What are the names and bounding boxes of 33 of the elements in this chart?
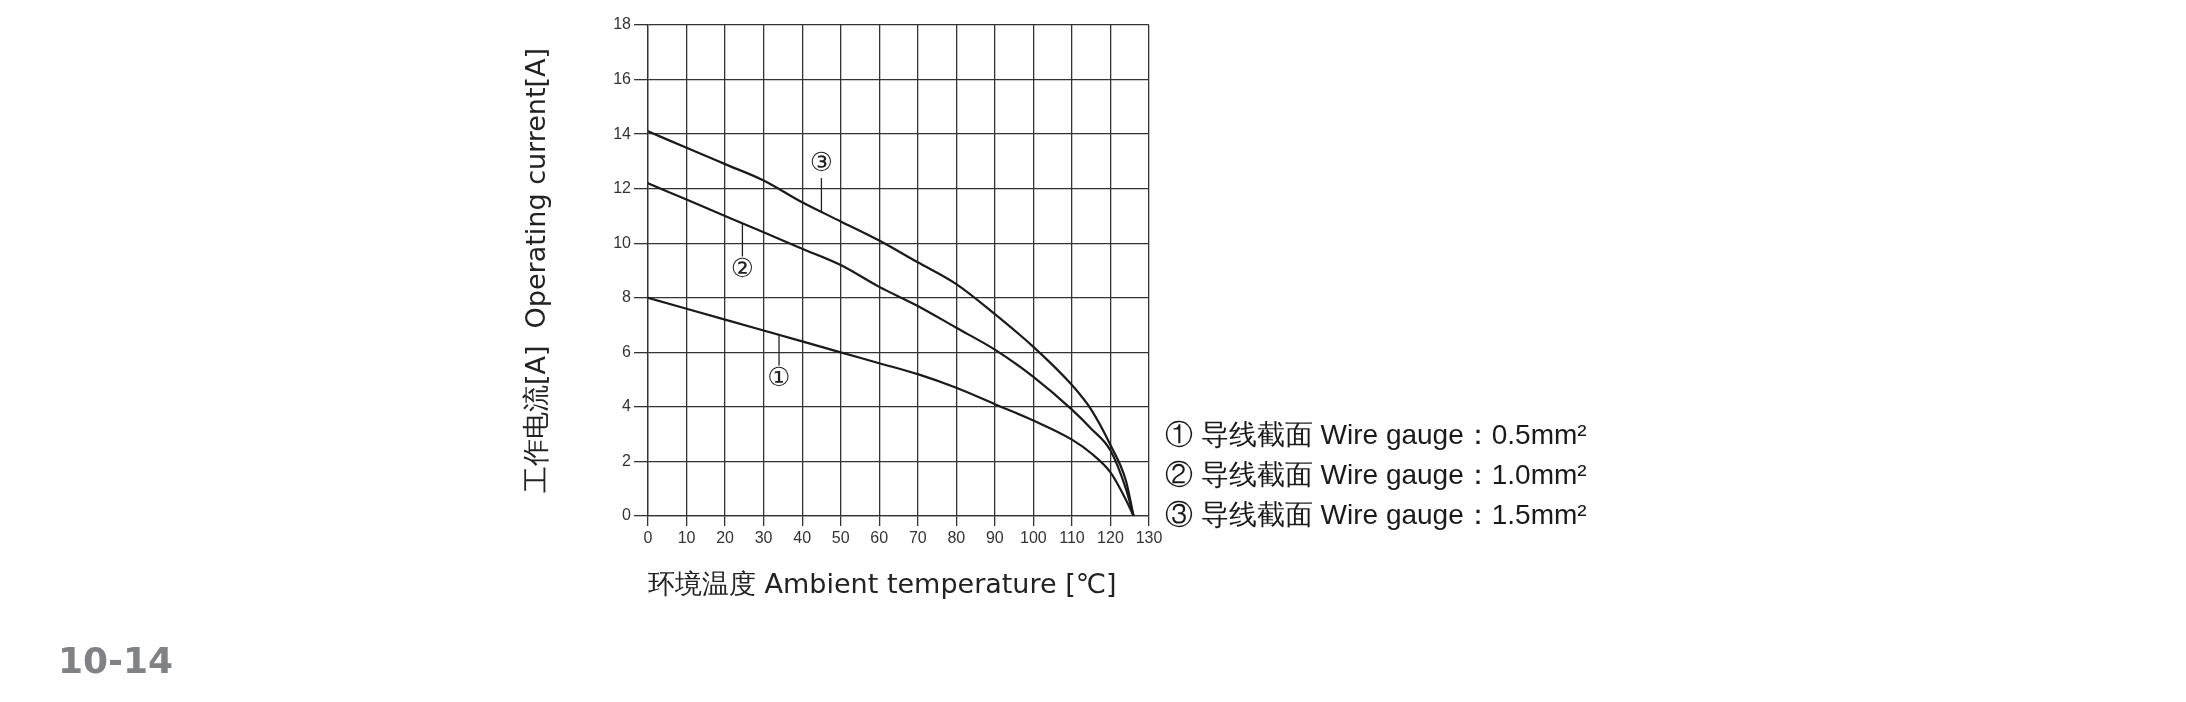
- y-tick-label: 0: [622, 506, 632, 524]
- x-tick-label: 50: [831, 529, 850, 547]
- x-tick-label: 120: [1097, 529, 1124, 547]
- x-tick-label: 60: [870, 529, 889, 547]
- x-tick-label: 30: [754, 529, 773, 547]
- x-axis-title: 环境温度 Ambient temperature [℃]: [648, 567, 1117, 599]
- x-tick-label: 10: [677, 529, 696, 547]
- x-tick-label: 130: [1135, 529, 1163, 547]
- text: ① 导线截面 Wire gauge：0.5mm²: [1165, 418, 1587, 452]
- x-tick-label: 80: [947, 529, 966, 547]
- x-tick-label: 100: [1020, 529, 1047, 547]
- series-label: ② 导线截面 Wire gauge：1.0mm²: [1165, 458, 1587, 492]
- y-tick-label: 12: [613, 179, 632, 197]
- y-axis-title: 工作电流[A] Operating current[A]: [520, 47, 552, 494]
- y-tick-label: 8: [622, 288, 632, 306]
- text: 10-14: [58, 640, 174, 681]
- x-tick-label: 90: [985, 529, 1004, 547]
- y-tick-label: 16: [613, 69, 632, 87]
- x-tick-label: 40: [793, 529, 812, 547]
- x-tick-label: 70: [908, 529, 927, 547]
- x-tick-label: 0: [643, 529, 653, 547]
- y-tick-label: 18: [613, 15, 632, 33]
- annotation: ③: [809, 146, 834, 177]
- series-label: ③ 导线截面 Wire gauge：1.5mm²: [1165, 498, 1587, 532]
- x-tick-label: 110: [1059, 529, 1085, 547]
- y-tick-label: 10: [613, 233, 632, 251]
- annotation: ②: [730, 253, 755, 284]
- annotation: ①: [767, 362, 791, 393]
- y-tick-label: 14: [613, 124, 632, 142]
- y-tick-label: 2: [622, 451, 632, 469]
- x-tick-label: 20: [716, 529, 735, 547]
- y-tick-label: 4: [622, 397, 632, 415]
- y-tick-label: 6: [622, 342, 632, 360]
